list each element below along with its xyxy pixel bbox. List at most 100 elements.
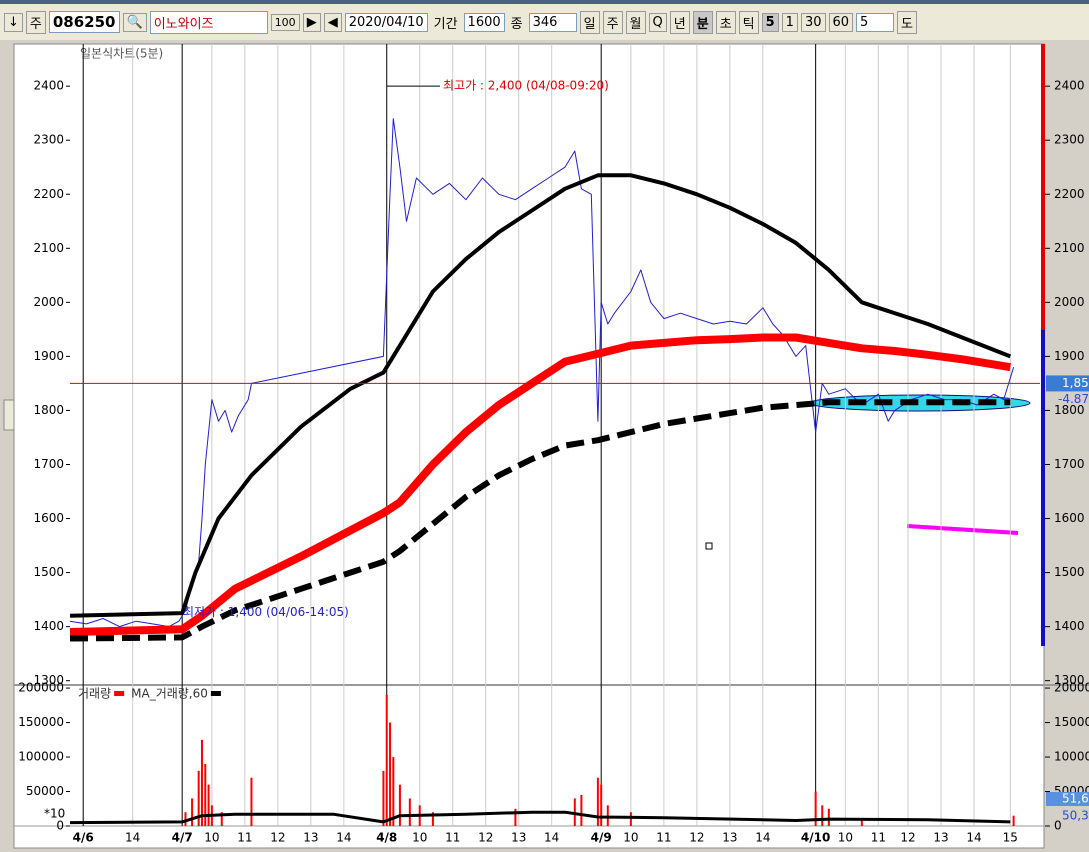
label: 종	[510, 16, 523, 32]
y-tick-label: 1600	[33, 511, 64, 525]
x-tick-label: 4/10	[801, 831, 830, 845]
button[interactable]: 30	[800, 12, 826, 32]
button[interactable]: 틱	[738, 10, 759, 34]
y-tick-label-right: 2100	[1054, 241, 1085, 255]
x-tick-label: 13	[303, 831, 318, 845]
legend-label: MA_거래량,60	[131, 687, 208, 701]
y-tick-label: 2300	[33, 133, 64, 147]
legend-label: 거래량	[78, 687, 111, 701]
price-line	[69, 399, 1011, 642]
y-tick-label-right: 2400	[1054, 79, 1085, 93]
button[interactable]: 60	[828, 12, 854, 32]
y-tick-label: 150000	[18, 715, 64, 729]
y-tick-label-right: 2300	[1054, 133, 1085, 147]
button[interactable]: ▶	[302, 12, 321, 32]
x-tick-label: 4/7	[172, 831, 193, 845]
x-tick-label: 10	[412, 831, 427, 845]
marker	[705, 542, 713, 550]
button[interactable]: 주	[25, 10, 46, 34]
price-line	[69, 118, 1015, 628]
button[interactable]: 년	[669, 10, 690, 34]
button[interactable]: 일	[579, 10, 600, 34]
date-input[interactable]: 2020/04/10	[344, 12, 428, 32]
button[interactable]: 월	[625, 10, 646, 34]
y-tick-label-right: 1300	[1054, 673, 1085, 687]
interval-input[interactable]: 5	[856, 12, 895, 32]
x-tick-label: 12	[689, 831, 704, 845]
chart-bg	[13, 43, 1045, 849]
volume-bar	[250, 777, 253, 826]
price-line	[69, 173, 1012, 618]
value-label: -4.87	[1058, 392, 1089, 406]
legend-swatch	[210, 691, 221, 696]
button[interactable]: 100	[270, 13, 300, 31]
x-tick-label: 10	[204, 831, 219, 845]
y-tick-label-right: 1700	[1054, 457, 1085, 471]
right-bar-blue	[1041, 330, 1045, 646]
button[interactable]: 분	[692, 10, 713, 34]
volume-bar	[200, 739, 203, 826]
button[interactable]: 도	[897, 10, 918, 34]
y-tick-label-right: 2000	[1054, 295, 1085, 309]
code-input[interactable]: 086250	[48, 11, 120, 33]
volume-bar	[1012, 815, 1015, 826]
button[interactable]: Q	[648, 12, 667, 32]
button[interactable]: 초	[715, 10, 736, 34]
x-tick-label: 14	[544, 831, 559, 845]
button[interactable]: 1	[781, 12, 798, 32]
label: 기간	[433, 16, 458, 32]
volume-bar	[514, 808, 517, 826]
y-tick-label: 200000	[18, 681, 64, 695]
count-input[interactable]: 346	[528, 12, 577, 32]
annotation: 최저가 : 1,400 (04/06-14:05)	[183, 605, 349, 619]
volume-bar	[431, 812, 434, 826]
y-tick-label: 2000	[33, 295, 64, 309]
x-tick-label: 15	[1003, 831, 1018, 845]
x-tick-label: 12	[478, 831, 493, 845]
x-tick-label: 11	[445, 831, 460, 845]
y-tick-label: 1700	[33, 457, 64, 471]
y-tick-label: 2200	[33, 187, 64, 201]
y-tick-label-right: 150000	[1054, 715, 1089, 729]
y-tick-label-right: 1600	[1054, 511, 1085, 525]
x-tick-label: 10	[623, 831, 638, 845]
volume-bar	[814, 791, 817, 826]
search-button[interactable]: 🔍	[122, 12, 147, 32]
x-tick-label: 4/6	[73, 831, 94, 845]
x-tick-label: 11	[871, 831, 886, 845]
volume-bar	[220, 812, 223, 826]
drawn-ellipse	[809, 394, 1031, 412]
x-tick-label: 14	[755, 831, 770, 845]
y-tick-label: 100000	[18, 750, 64, 764]
y-tick-label: 2100	[33, 241, 64, 255]
period-input[interactable]: 1600	[463, 12, 505, 32]
button[interactable]: ↓	[4, 12, 23, 32]
volume-bar	[821, 805, 824, 826]
name-input[interactable]: 이노와이즈	[149, 10, 268, 34]
x-tick-label: 11	[656, 831, 671, 845]
volume-bar	[389, 722, 392, 826]
value-label: 1,85	[1062, 376, 1089, 390]
annotation: 최고가 : 2,400 (04/08-09:20)	[443, 79, 609, 93]
button[interactable]: 5	[761, 12, 779, 32]
x-tick-label: 13	[722, 831, 737, 845]
x-tick-label: 14	[336, 831, 351, 845]
volume-bar	[392, 757, 395, 826]
y-tick-label: 1900	[33, 349, 64, 363]
y-tick-label-right: 1500	[1054, 565, 1085, 579]
y-tick-label-right: 1400	[1054, 619, 1085, 633]
y-tick-label: 1300	[33, 673, 64, 687]
y-tick-label: 50000	[26, 784, 64, 798]
volume-bar	[385, 694, 388, 826]
button[interactable]: ◀	[323, 12, 342, 32]
side-toggle[interactable]	[3, 399, 15, 431]
value-label: 51,6	[1062, 792, 1089, 806]
volume-bar	[398, 784, 401, 826]
y-tick-label-right: 200000	[1054, 681, 1089, 695]
y-tick-label-right: 1800	[1054, 403, 1085, 417]
button[interactable]: 주	[602, 10, 623, 34]
y-tick-label: 0	[56, 819, 64, 833]
volume-bar	[580, 794, 583, 826]
y-tick-label: 1800	[33, 403, 64, 417]
